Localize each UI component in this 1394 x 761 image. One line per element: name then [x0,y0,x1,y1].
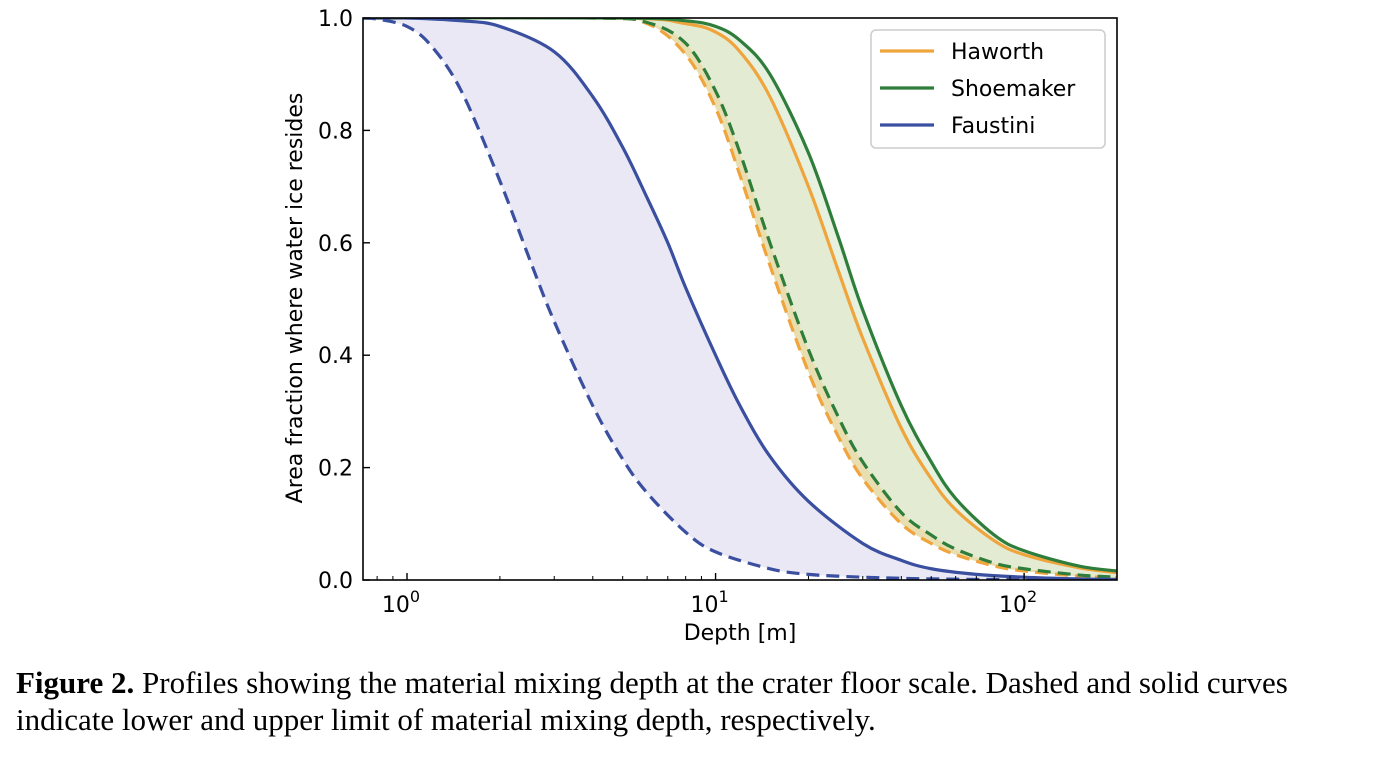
x-tick-label-base: 10 [690,593,718,618]
x-tick-label-exponent: 2 [1027,587,1037,606]
y-tick-label: 0.8 [318,119,353,144]
chart: 0.0 0.2 0.4 0.6 0.8 1.0 100 101 102 Depth [m] Area… [283,7,1118,646]
y-tick-label: 1.0 [318,7,353,32]
plot-frame [362,17,1118,581]
y-tick-label: 0.2 [318,457,353,482]
x-tick-label-base: 10 [999,593,1027,618]
x-axis-label: Depth [m] [684,621,797,646]
figure-caption-text: Profiles showing the material mixing dep… [16,665,1288,737]
y-axis-label: Area fraction where water ice resides [283,93,308,504]
series-line-shoemaker-lower [363,18,1117,579]
legend-label-haworth: Haworth [951,40,1044,65]
x-tick-label-exponent: 1 [718,587,728,606]
series-line-faustini-lower [363,18,1117,580]
series-line-faustini-upper [363,18,1117,580]
y-tick-label: 0.4 [318,344,353,369]
x-tick-label: 102 [999,587,1037,618]
legend-box [870,29,1106,149]
series-line-shoemaker-upper [363,18,1117,573]
series-line-haworth-upper [363,18,1117,575]
legend-label-faustini: Faustini [951,114,1035,139]
x-tick-label: 100 [382,587,420,618]
x-tick-label-base: 10 [382,593,410,618]
figure-caption: Figure 2. Profiles showing the material … [16,664,1386,738]
band-shoemaker [363,18,1117,578]
y-tick-label: 0.6 [318,232,353,257]
x-tick-label: 101 [690,587,728,618]
figure-label: Figure 2. [16,665,135,700]
x-tick-label-exponent: 0 [410,587,420,606]
band-faustini [363,18,1117,580]
legend-label-shoemaker: Shoemaker [951,77,1076,102]
y-tick-label: 0.0 [318,569,353,594]
